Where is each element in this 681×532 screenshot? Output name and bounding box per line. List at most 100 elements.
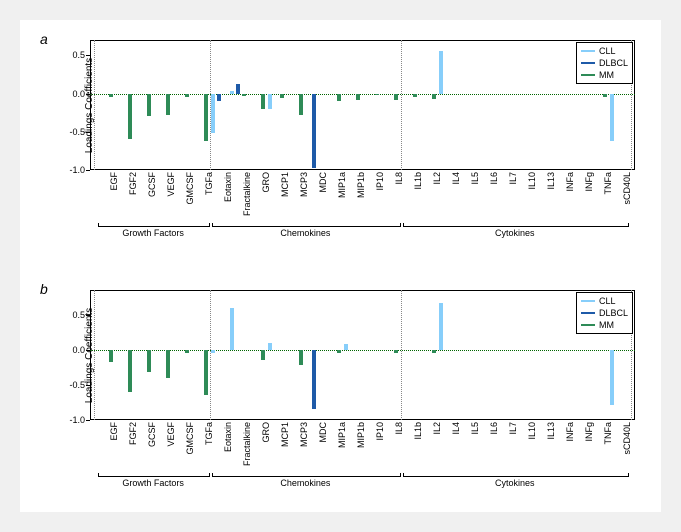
bar-MM — [128, 350, 132, 392]
legend-item: DLBCL — [581, 57, 628, 69]
bar-MM — [375, 94, 379, 96]
x-tick-label: EGF — [109, 172, 119, 191]
panel-label: b — [40, 281, 48, 297]
bar-MM — [204, 94, 208, 141]
legend-swatch — [581, 324, 595, 326]
x-tick-label: VEGF — [166, 172, 176, 197]
legend-item: MM — [581, 69, 628, 81]
x-tick-label: MCP1 — [280, 172, 290, 197]
group-bracket — [98, 223, 210, 227]
x-tick-label: GRO — [261, 422, 271, 443]
bar-CLL — [211, 350, 215, 353]
bar-CLL — [439, 303, 443, 350]
bar-MM — [261, 94, 265, 109]
legend-item: CLL — [581, 295, 628, 307]
group-divider — [401, 40, 402, 170]
bar-MM — [204, 350, 208, 396]
x-tick-label: Fractalkine — [242, 172, 252, 216]
bar-MM — [394, 94, 398, 100]
x-tick-label: VEGF — [166, 422, 176, 447]
legend-label: DLBCL — [599, 308, 628, 318]
x-tick-label: IL1b — [413, 172, 423, 190]
x-tick-label: INFg — [584, 422, 594, 442]
legend: CLLDLBCLMM — [576, 42, 633, 84]
bar-MM — [109, 94, 113, 98]
figure: aLoadings CoefficientsCLLDLBCLMM-1.0-0.5… — [20, 20, 661, 512]
bar-DLBCL — [236, 84, 240, 93]
y-tick-mark — [86, 55, 90, 56]
x-tick-label: INFa — [565, 422, 575, 442]
zero-line — [90, 350, 635, 351]
x-tick-label: IL13 — [546, 172, 556, 190]
x-tick-label: MIP1b — [356, 172, 366, 198]
group-label: Chemokines — [280, 228, 330, 238]
legend-label: CLL — [599, 46, 616, 56]
bar-MM — [356, 94, 360, 100]
group-bracket — [212, 223, 400, 227]
x-tick-label: IL4 — [451, 172, 461, 185]
x-tick-label: GRO — [261, 172, 271, 193]
bar-MM — [432, 94, 436, 99]
x-tick-label: IL13 — [546, 422, 556, 440]
bar-CLL — [344, 344, 348, 350]
group-bracket — [98, 473, 210, 477]
y-tick: 0.0 — [72, 345, 85, 355]
y-tick: 0.5 — [72, 50, 85, 60]
legend-swatch — [581, 62, 595, 64]
x-tick-label: MIP1b — [356, 422, 366, 448]
x-tick-label: IL8 — [394, 172, 404, 185]
panel-label: a — [40, 31, 48, 47]
legend-item: DLBCL — [581, 307, 628, 319]
x-tick-label: IL5 — [470, 422, 480, 435]
bar-MM — [128, 94, 132, 140]
legend-swatch — [581, 74, 595, 76]
y-tick: -1.0 — [69, 415, 85, 425]
x-tick-label: TGFa — [204, 172, 214, 195]
y-tick-mark — [86, 170, 90, 171]
bar-MM — [337, 94, 341, 102]
bar-DLBCL — [217, 94, 221, 102]
x-tick-label: IL1b — [413, 422, 423, 440]
x-tick-label: IL8 — [394, 422, 404, 435]
x-tick-label: IL10 — [527, 422, 537, 440]
x-tick-label: TGFa — [204, 422, 214, 445]
bar-CLL — [230, 308, 234, 350]
bar-CLL — [211, 94, 215, 134]
bar-CLL — [439, 51, 443, 94]
plot-area: CLLDLBCLMM — [90, 40, 635, 170]
group-divider — [401, 290, 402, 420]
x-tick-label: IL2 — [432, 422, 442, 435]
y-tick: -1.0 — [69, 165, 85, 175]
group-label: Growth Factors — [122, 478, 184, 488]
group-bracket — [212, 473, 400, 477]
legend-item: CLL — [581, 45, 628, 57]
x-tick-label: IL2 — [432, 172, 442, 185]
x-tick-label: IL7 — [508, 422, 518, 435]
group-divider — [94, 40, 95, 170]
bar-MM — [166, 94, 170, 115]
bar-CLL — [268, 343, 272, 350]
bar-MM — [413, 94, 417, 97]
bar-MM — [147, 94, 151, 117]
x-tick-label: IL10 — [527, 172, 537, 190]
x-tick-label: TNFa — [603, 422, 613, 445]
bar-DLBCL — [312, 94, 316, 169]
group-divider — [210, 290, 211, 420]
x-tick-label: GMCSF — [185, 172, 195, 205]
x-tick-label: Fractalkine — [242, 422, 252, 466]
bar-CLL — [230, 91, 234, 93]
group-label: Growth Factors — [122, 228, 184, 238]
y-tick: 0.5 — [72, 310, 85, 320]
legend: CLLDLBCL MM — [576, 292, 633, 334]
x-tick-label: GCSF — [147, 172, 157, 197]
x-tick-label: IL6 — [489, 172, 499, 185]
legend-label: MM — [599, 320, 614, 330]
legend-label: MM — [599, 70, 614, 80]
bar-MM — [147, 350, 151, 372]
panel-b: bLoadings CoefficientsCLLDLBCLMM-1.0-0.5… — [90, 285, 635, 495]
bar-MM — [242, 94, 246, 96]
x-tick-label: IL6 — [489, 422, 499, 435]
x-tick-label: INFg — [584, 172, 594, 192]
y-tick-mark — [86, 315, 90, 316]
legend-item: MM — [581, 319, 628, 331]
